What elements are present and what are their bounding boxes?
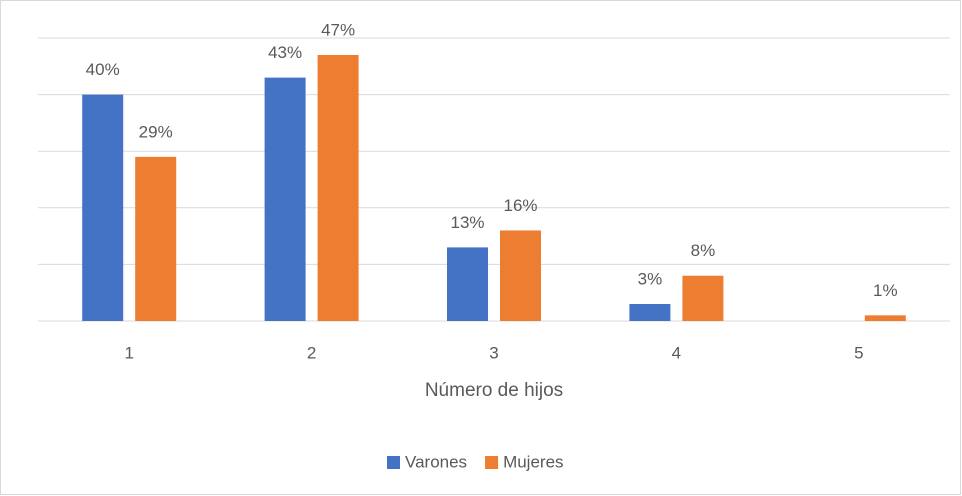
legend-swatch (387, 456, 400, 469)
x-axis-label: Número de hijos (425, 380, 563, 401)
bar (82, 94, 124, 321)
legend-swatch (485, 456, 499, 469)
data-label: 16% (503, 196, 537, 215)
bar (629, 304, 671, 321)
x-tick-label: 2 (307, 343, 316, 362)
bar (264, 77, 306, 322)
data-label: 13% (450, 213, 484, 232)
data-label: 43% (268, 43, 302, 62)
data-label: 8% (691, 241, 716, 260)
bar (447, 247, 488, 321)
data-label: 47% (321, 20, 355, 39)
bar (682, 275, 724, 321)
x-tick-label: 3 (489, 343, 498, 362)
x-tick-label: 4 (672, 343, 681, 362)
bar (500, 230, 541, 321)
bar (135, 156, 177, 321)
data-label: 40% (86, 60, 120, 79)
bar (864, 315, 906, 321)
data-label: 3% (638, 270, 663, 289)
x-tick-label: 1 (124, 343, 133, 362)
legend-label: Mujeres (503, 452, 563, 471)
bar (317, 54, 359, 321)
x-tick-label: 5 (854, 343, 863, 362)
legend-label: Varones (405, 452, 467, 471)
data-label: 29% (139, 122, 173, 141)
data-label: 1% (873, 281, 898, 300)
